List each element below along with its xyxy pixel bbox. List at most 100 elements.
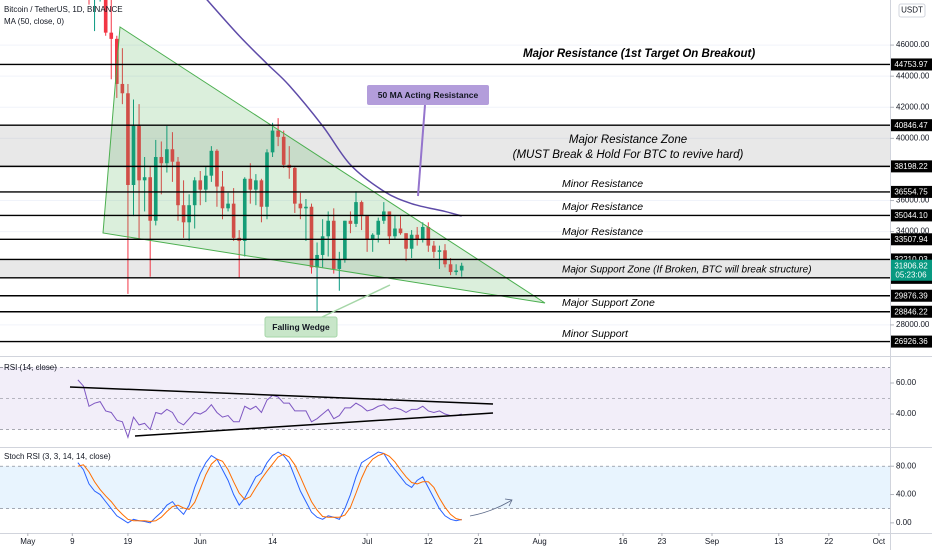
levels-layer: 44753.97 40846.47 38198.22 36554.75 35044.10… <box>0 58 932 348</box>
level-label: 38198.22 <box>894 162 928 171</box>
candle-body <box>409 234 414 249</box>
callout-box <box>264 316 338 338</box>
candle-body <box>426 226 431 246</box>
x-tick-label: 21 <box>474 537 483 546</box>
candle-body <box>126 93 130 185</box>
x-tick-label: 23 <box>657 537 666 546</box>
candle-body <box>293 167 297 204</box>
candle-body <box>448 264 453 273</box>
x-tick-label: 19 <box>123 537 132 546</box>
stoch-layer <box>0 451 890 524</box>
callout-box <box>367 85 489 105</box>
level-label-box <box>891 160 932 173</box>
stoch-arrow <box>469 498 513 517</box>
countdown: 05:23:06 <box>895 270 927 279</box>
candle-body <box>159 157 164 164</box>
candle-body <box>276 130 280 137</box>
indicator-line <box>77 379 462 439</box>
indicator-label: MA (50, close, 0) <box>4 17 64 26</box>
background-layer <box>0 44 890 326</box>
falling-wedge-shape <box>102 26 546 304</box>
candle-body <box>153 157 158 221</box>
axis-unit: USDT <box>901 6 923 15</box>
panel-title: Stoch RSI (3, 3, 14, 14, close) <box>4 452 111 461</box>
y-tick-label: 60.00 <box>896 378 917 387</box>
y-tick-label: 40000.00 <box>896 133 930 142</box>
annotation: Minor Resistance <box>562 178 643 190</box>
candle-body <box>432 245 436 252</box>
x-tick-label: 16 <box>619 537 628 546</box>
level-label-box <box>891 253 932 266</box>
candle-body <box>415 234 419 240</box>
candle-body <box>404 233 408 249</box>
candle-body <box>309 206 314 268</box>
candle-body <box>254 180 258 190</box>
unit-box[interactable] <box>898 3 926 18</box>
candle-body <box>165 149 169 164</box>
y-tick-label: 36000.00 <box>896 196 930 205</box>
x-tick-label: Jul <box>362 537 372 546</box>
annotation: Falling Wedge <box>272 322 330 332</box>
level-label: 28846.22 <box>894 307 928 316</box>
candle-body <box>220 186 225 209</box>
chart-title: Bitcoin / TetherUS, 1D, BINANCE <box>4 5 123 14</box>
x-tick-label: 13 <box>774 537 783 546</box>
candle-body <box>137 125 141 181</box>
candle-body <box>304 206 308 209</box>
level-label: 36554.75 <box>894 188 928 197</box>
level-label: 26926.36 <box>894 337 928 346</box>
level-label: 32210.03 <box>894 255 928 264</box>
x-tick-label: 22 <box>824 537 833 546</box>
x-tick-label: Jun <box>194 537 207 546</box>
x-tick-label: Oct <box>873 537 886 546</box>
candle-body <box>142 177 147 181</box>
y-tick-label: 42000.00 <box>896 102 930 111</box>
candle-body <box>103 0 108 33</box>
level-label-box <box>891 289 932 302</box>
annotation: 50 MA Acting Resistance <box>378 90 479 100</box>
level-label: 40846.47 <box>894 121 928 130</box>
y-tick-label: 46000.00 <box>896 40 930 49</box>
level-label: 35044.10 <box>894 211 928 220</box>
rsi-trendline <box>69 386 494 405</box>
candle-body <box>170 149 175 162</box>
x-tick-label: 12 <box>424 537 433 546</box>
candle-body <box>298 203 303 209</box>
level-label-box <box>891 119 932 132</box>
annotation: Major Resistance <box>562 226 643 238</box>
candle-body <box>370 234 375 240</box>
candle-body <box>259 180 264 207</box>
panel-title: RSI (14, close) <box>4 363 57 372</box>
candle-body <box>242 178 247 241</box>
candle-body <box>387 211 392 237</box>
x-tick-label: Sep <box>705 537 720 546</box>
candle-body <box>326 220 330 237</box>
candle-body <box>337 259 342 269</box>
candle-body <box>248 178 253 190</box>
y-tick-label: 44000.00 <box>896 71 930 80</box>
annotation: Major Resistance <box>562 201 643 213</box>
level-label: 29876.39 <box>894 291 928 300</box>
candle-body <box>443 250 447 265</box>
annotation: Major Resistance (1st Target On Breakout… <box>523 48 755 60</box>
candle-body <box>315 254 319 268</box>
candle-body <box>120 83 125 94</box>
annotation-layer: Major Resistance (1st Target On Breakout… <box>4 3 926 461</box>
candle-body <box>376 220 381 235</box>
level-label-box <box>891 335 932 348</box>
x-tick-label: Aug <box>532 537 546 546</box>
candle-body <box>270 130 275 153</box>
annotation: Major Support Zone (If Broken, BTC will … <box>562 265 812 276</box>
zone <box>0 125 890 167</box>
annotation: Major Resistance Zone <box>569 134 687 146</box>
level-label: 33507.94 <box>894 235 928 244</box>
y-tick-label: 28000.00 <box>896 320 930 329</box>
candle-body <box>343 220 347 260</box>
price-label-box <box>891 259 932 281</box>
level-label: 44753.97 <box>894 60 928 69</box>
level-label-box <box>891 58 932 71</box>
level-label-box <box>891 185 932 198</box>
candle-body <box>215 150 219 187</box>
